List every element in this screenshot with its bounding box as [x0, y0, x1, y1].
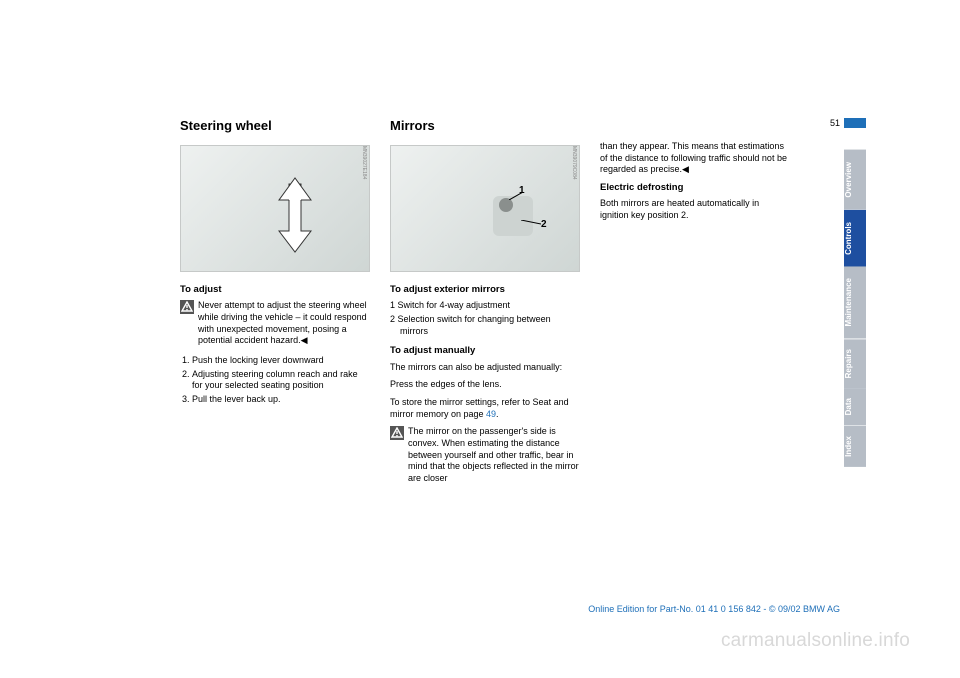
- warning-block: Never attempt to adjust the steering whe…: [180, 300, 370, 347]
- manual-page: 51 Steering wheel MN39027E184 To adjust …: [0, 0, 960, 678]
- subhead-to-adjust: To adjust: [180, 284, 370, 296]
- adjust-steps-list: Push the locking lever downward Adjustin…: [180, 355, 370, 406]
- paragraph: Both mirrors are heated automatically in…: [600, 198, 790, 221]
- tab-maintenance[interactable]: Maintenance: [844, 266, 866, 338]
- page-ref-link[interactable]: 49: [486, 409, 496, 419]
- heading-mirrors: Mirrors: [390, 118, 580, 135]
- subhead-adjust-exterior: To adjust exterior mirrors: [390, 284, 580, 296]
- tab-overview[interactable]: Overview: [844, 150, 866, 210]
- paragraph: The mirrors can also be adjusted manuall…: [390, 362, 580, 374]
- tab-index[interactable]: Index: [844, 426, 866, 467]
- warning-block: The mirror on the passenger's side is co…: [390, 426, 580, 484]
- list-item: 1 Switch for 4-way adjustment: [390, 300, 580, 312]
- warning-text: Never attempt to adjust the steering whe…: [198, 300, 370, 347]
- subhead-adjust-manually: To adjust manually: [390, 345, 580, 357]
- subhead-electric-defrosting: Electric defrosting: [600, 182, 790, 194]
- tab-repairs[interactable]: Repairs: [844, 339, 866, 388]
- page-number-bar: [844, 118, 866, 128]
- column-mirrors: Mirrors 1 2 MN39079C084 To adjust exteri…: [390, 118, 580, 487]
- paragraph: than they appear. This means that estima…: [600, 141, 790, 176]
- tab-data[interactable]: Data: [844, 388, 866, 425]
- content-columns: Steering wheel MN39027E184 To adjust Nev…: [180, 118, 840, 487]
- paragraph: Press the edges of the lens.: [390, 379, 580, 391]
- tab-controls[interactable]: Controls: [844, 210, 866, 267]
- callout-label-2: 2: [541, 218, 547, 231]
- illustration-code: MN39079C084: [571, 146, 578, 180]
- paragraph: To store the mirror settings, refer to S…: [390, 397, 580, 420]
- callout-line-icon: [521, 220, 541, 226]
- mirror-knob: [499, 198, 513, 212]
- watermark-text: carmanualsonline.info: [721, 630, 910, 652]
- warning-icon: [390, 426, 404, 440]
- warning-icon: [180, 300, 194, 314]
- warning-text: The mirror on the passenger's side is co…: [408, 426, 580, 484]
- list-item: 2 Selection switch for changing between …: [390, 314, 580, 337]
- illustration-steering: MN39027E184: [180, 145, 370, 272]
- column-continued: than they appear. This means that estima…: [600, 118, 790, 487]
- illustration-mirrors: 1 2 MN39079C084: [390, 145, 580, 272]
- mirror-switch-list: 1 Switch for 4-way adjustment 2 Selectio…: [390, 300, 580, 337]
- step-item: Push the locking lever downward: [192, 355, 370, 367]
- step-item: Pull the lever back up.: [192, 394, 370, 406]
- column-steering-wheel: Steering wheel MN39027E184 To adjust Nev…: [180, 118, 370, 487]
- illustration-code: MN39027E184: [361, 146, 368, 179]
- adjust-arrow-icon: [271, 176, 321, 256]
- step-item: Adjusting steering column reach and rake…: [192, 369, 370, 392]
- heading-steering-wheel: Steering wheel: [180, 118, 370, 135]
- callout-line-icon: [509, 192, 523, 200]
- footer-text: Online Edition for Part-No. 01 41 0 156 …: [588, 604, 840, 614]
- section-tabs: Overview Controls Maintenance Repairs Da…: [844, 150, 866, 467]
